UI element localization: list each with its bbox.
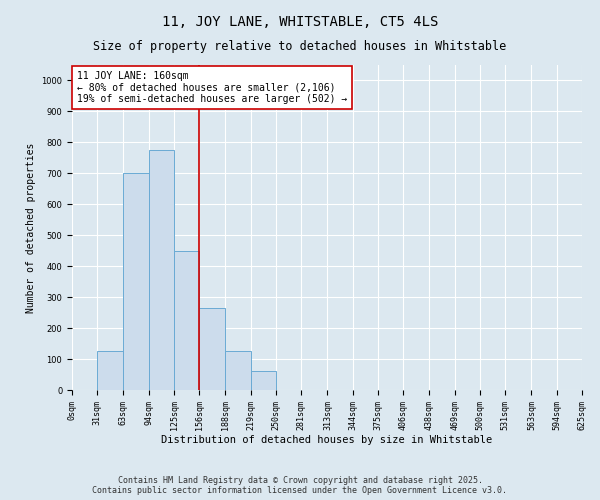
Bar bbox=[226, 352, 251, 390]
Y-axis label: Number of detached properties: Number of detached properties bbox=[26, 142, 36, 312]
Bar bbox=[149, 150, 174, 390]
Bar bbox=[199, 308, 226, 390]
Bar bbox=[97, 352, 124, 390]
X-axis label: Distribution of detached houses by size in Whitstable: Distribution of detached houses by size … bbox=[161, 436, 493, 446]
Text: 11 JOY LANE: 160sqm
← 80% of detached houses are smaller (2,106)
19% of semi-det: 11 JOY LANE: 160sqm ← 80% of detached ho… bbox=[77, 71, 347, 104]
Bar bbox=[174, 250, 199, 390]
Bar bbox=[251, 372, 276, 390]
Text: Size of property relative to detached houses in Whitstable: Size of property relative to detached ho… bbox=[94, 40, 506, 53]
Text: 11, JOY LANE, WHITSTABLE, CT5 4LS: 11, JOY LANE, WHITSTABLE, CT5 4LS bbox=[162, 15, 438, 29]
Text: Contains HM Land Registry data © Crown copyright and database right 2025.
Contai: Contains HM Land Registry data © Crown c… bbox=[92, 476, 508, 495]
Bar bbox=[124, 174, 149, 390]
